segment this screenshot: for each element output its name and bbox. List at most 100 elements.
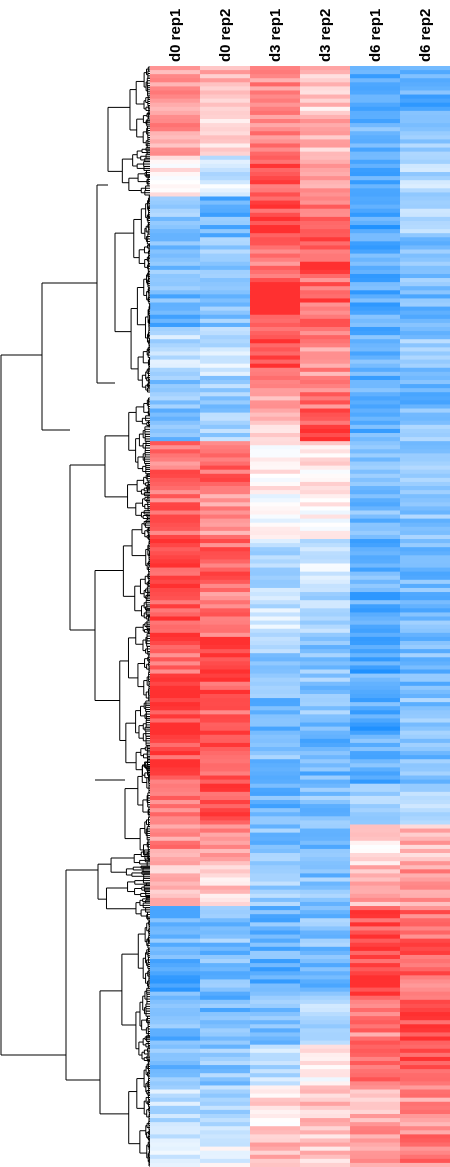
heatmap-cell (400, 693, 450, 699)
heatmap-cell (150, 742, 201, 748)
heatmap-cell (300, 486, 351, 491)
heatmap-cell (250, 1060, 301, 1066)
heatmap-cell (300, 1081, 351, 1086)
heatmap-cell (150, 249, 201, 254)
heatmap-cell (300, 999, 351, 1005)
heatmap-cell (350, 526, 401, 532)
heatmap-cell (400, 547, 450, 552)
heatmap-cell (400, 257, 450, 263)
heatmap-cell (250, 225, 301, 230)
heatmap-cell (200, 787, 251, 793)
heatmap-cell (200, 771, 251, 776)
heatmap-cell (400, 359, 450, 365)
heatmap-cell (250, 90, 301, 95)
heatmap-cell (300, 526, 351, 532)
heatmap-cell (250, 347, 301, 352)
heatmap-cell (350, 1073, 401, 1078)
heatmap-cell (400, 343, 450, 348)
heatmap-cell (250, 767, 301, 772)
heatmap-cell (400, 375, 450, 381)
heatmap-cell (200, 114, 251, 120)
heatmap-cell (400, 649, 450, 654)
heatmap-cell (200, 273, 251, 279)
heatmap-cell (300, 110, 351, 116)
heatmap-cell (400, 486, 450, 491)
heatmap-cell (200, 800, 251, 805)
heatmap-cell (250, 131, 301, 136)
heatmap-cell (300, 229, 351, 234)
heatmap-cell (150, 783, 201, 789)
heatmap-cell (250, 298, 301, 303)
heatmap-cell (150, 347, 201, 352)
heatmap-cell (250, 873, 301, 878)
heatmap-cell (400, 212, 450, 218)
heatmap-cell (400, 273, 450, 279)
heatmap-cell (200, 1097, 251, 1103)
heatmap-cell (400, 681, 450, 687)
heatmap-cell (150, 689, 201, 695)
heatmap-cell (250, 653, 301, 658)
heatmap-cell (400, 824, 450, 829)
heatmap-cell (150, 445, 201, 450)
heatmap-cell (250, 616, 301, 621)
heatmap-cell (400, 702, 450, 707)
heatmap-cell (350, 200, 401, 206)
heatmap-cell (300, 473, 351, 479)
heatmap-cell (350, 1142, 401, 1148)
heatmap-cell (400, 98, 450, 104)
heatmap-cell (150, 106, 201, 112)
heatmap-cell (250, 722, 301, 727)
heatmap-cell (350, 946, 401, 952)
heatmap-cell (200, 314, 251, 320)
heatmap-cell (250, 437, 301, 442)
heatmap-cell (200, 1056, 251, 1062)
heatmap-cell (350, 229, 401, 234)
heatmap-cell (150, 583, 201, 589)
heatmap-cell (300, 926, 351, 931)
heatmap-cell (150, 612, 201, 617)
heatmap-cell (250, 526, 301, 532)
heatmap-cell (350, 359, 401, 365)
heatmap-cell (400, 1118, 450, 1123)
heatmap-cell (200, 461, 251, 467)
heatmap-cell (350, 1097, 401, 1103)
heatmap-cell (250, 453, 301, 458)
heatmap-cell (300, 551, 351, 556)
heatmap-cell (300, 571, 351, 577)
heatmap-cell (300, 787, 351, 793)
heatmap-cell (400, 86, 450, 91)
heatmap-cell (400, 869, 450, 874)
heatmap-cell (400, 314, 450, 320)
heatmap-cell (350, 596, 401, 601)
heatmap-cell (150, 893, 201, 899)
heatmap-cell (400, 836, 450, 842)
heatmap-cell (250, 457, 301, 462)
heatmap-cell (200, 718, 251, 723)
heatmap-cell (400, 510, 450, 515)
heatmap-cell (150, 298, 201, 303)
heatmap-cell (300, 820, 351, 825)
heatmap-cell (250, 404, 301, 409)
heatmap-cell (150, 995, 201, 1001)
heatmap-cell (400, 967, 450, 972)
heatmap-cell (300, 673, 351, 679)
heatmap-cell (200, 1073, 251, 1078)
heatmap-cell (250, 331, 301, 336)
heatmap-cell (400, 441, 450, 446)
heatmap-cell (300, 375, 351, 381)
heatmap-cell (350, 375, 401, 381)
heatmap-cell (200, 347, 251, 352)
heatmap-cell (350, 294, 401, 299)
heatmap-cell (200, 282, 251, 287)
heatmap-cell (200, 1060, 251, 1066)
heatmap-cell (400, 1113, 450, 1119)
heatmap-cell (400, 400, 450, 405)
heatmap-cell (250, 995, 301, 1001)
heatmap-cell (350, 587, 401, 593)
heatmap-cell (350, 1020, 401, 1025)
heatmap-cell (250, 918, 301, 923)
heatmap-cell (350, 343, 401, 348)
heatmap-cell (350, 114, 401, 120)
heatmap-cell (150, 718, 201, 723)
heatmap-cell (400, 192, 450, 197)
